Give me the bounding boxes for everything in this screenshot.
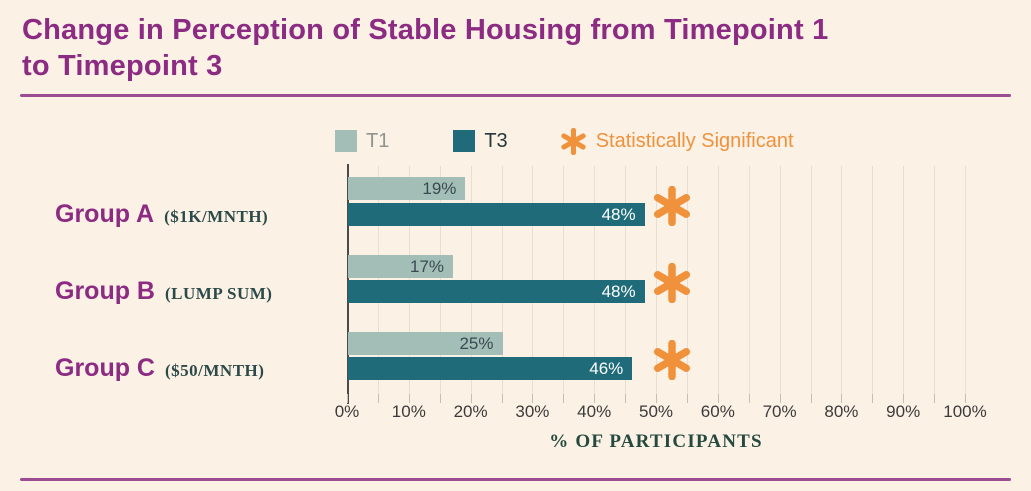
- axis-tick-90: [903, 394, 905, 403]
- axis-tick-10: [408, 394, 410, 403]
- axis-tick-85: [872, 394, 874, 403]
- t1-bar: 17%: [348, 255, 454, 278]
- axis-tick-25: [501, 394, 503, 403]
- page-title-line1: Change in Perception of Stable Housing f…: [22, 14, 829, 46]
- gridline-70: [779, 166, 781, 394]
- axis-tick-75: [810, 394, 812, 403]
- group-sublabel: (LUMP SUM): [165, 284, 273, 303]
- x-tick-label: 40%: [577, 402, 612, 421]
- t3-bar: 48%: [348, 203, 645, 226]
- x-tick-label: 90%: [886, 402, 921, 421]
- axis-tick-80: [841, 394, 843, 403]
- legend-swatch-t3: [453, 130, 476, 152]
- axis-tick-5: [377, 394, 379, 403]
- axis-tick-20: [470, 394, 472, 403]
- t1-bar: 19%: [348, 177, 466, 200]
- t3-bar: 46%: [348, 357, 633, 380]
- gridline-75: [810, 166, 812, 394]
- category-label-row: Group C ($50/MNTH): [55, 355, 264, 383]
- t1-bar: 25%: [348, 332, 503, 355]
- x-axis-title: % OF PARTICIPANTS: [549, 431, 763, 452]
- x-tick-label: 80%: [824, 402, 859, 421]
- axis-tick-40: [594, 394, 596, 403]
- group-sublabel: ($50/MNTH): [165, 361, 265, 380]
- title-divider: [20, 94, 1011, 97]
- gridline-60: [717, 166, 719, 394]
- gridline-90: [903, 166, 905, 394]
- chart-legend: T1 T3 Statistically Significant: [335, 127, 794, 155]
- asterisk-icon: [560, 127, 587, 155]
- group-name: Group B: [55, 277, 155, 305]
- legend-label-t3: T3: [484, 129, 508, 152]
- x-tick-label: 10%: [391, 402, 426, 421]
- asterisk-glyph: [561, 127, 586, 155]
- bar-chart-plot-area: 0% 10% 20% 30% 40% 50% 60% 70% 80% 90% 100% 19% 17% 2…: [335, 164, 987, 421]
- significant-asterisk: [652, 262, 692, 304]
- t3-bar: 48%: [348, 280, 645, 303]
- legend-swatch-t1: [335, 130, 357, 152]
- axis-tick-65: [748, 394, 750, 403]
- legend-label-significant: Statistically Significant: [595, 129, 794, 152]
- group-sublabel: ($1K/MNTH): [164, 207, 269, 226]
- axis-tick-0: [347, 394, 348, 403]
- page-title: Change in Perception of Stable Housing f…: [22, 12, 922, 84]
- x-tick-label: 100%: [943, 402, 987, 421]
- axis-tick-35: [563, 394, 565, 403]
- gridline-65: [748, 166, 750, 394]
- category-label-row: Group B (LUMP SUM): [55, 278, 272, 306]
- asterisk-glyph: [653, 185, 691, 227]
- gridline-55: [686, 166, 688, 394]
- gridline-95: [934, 166, 936, 394]
- axis-tick-45: [625, 394, 627, 403]
- gridline-50: [656, 166, 657, 394]
- axis-tick-95: [934, 394, 936, 403]
- legend-label-t1: T1: [366, 129, 390, 152]
- x-tick-label: 50%: [638, 402, 674, 421]
- gridline-80: [841, 166, 843, 394]
- asterisk-glyph: [653, 339, 691, 381]
- axis-tick-15: [439, 394, 441, 403]
- asterisk-glyph: [653, 262, 691, 304]
- group-name: Group C: [55, 354, 155, 382]
- axis-tick-30: [532, 394, 534, 403]
- bottom-divider: [20, 478, 1011, 481]
- group-name: Group A: [55, 200, 155, 228]
- category-label-row: Group A ($1K/MNTH): [55, 201, 268, 229]
- axis-tick-100: [965, 394, 966, 403]
- gridline-100: [965, 166, 966, 394]
- x-tick-label: 0%: [334, 402, 360, 421]
- x-tick-label: 20%: [453, 402, 488, 421]
- page-title-line2: to Timepoint 3: [22, 50, 223, 82]
- x-tick-label: 60%: [700, 402, 735, 421]
- axis-tick-70: [779, 394, 781, 403]
- axis-tick-55: [686, 394, 688, 403]
- axis-tick-60: [717, 394, 719, 403]
- significant-asterisk: [652, 339, 692, 381]
- x-tick-label: 70%: [762, 402, 797, 421]
- gridline-85: [872, 166, 874, 394]
- significant-asterisk: [652, 185, 692, 227]
- axis-tick-50: [656, 394, 657, 403]
- x-tick-label: 30%: [515, 402, 550, 421]
